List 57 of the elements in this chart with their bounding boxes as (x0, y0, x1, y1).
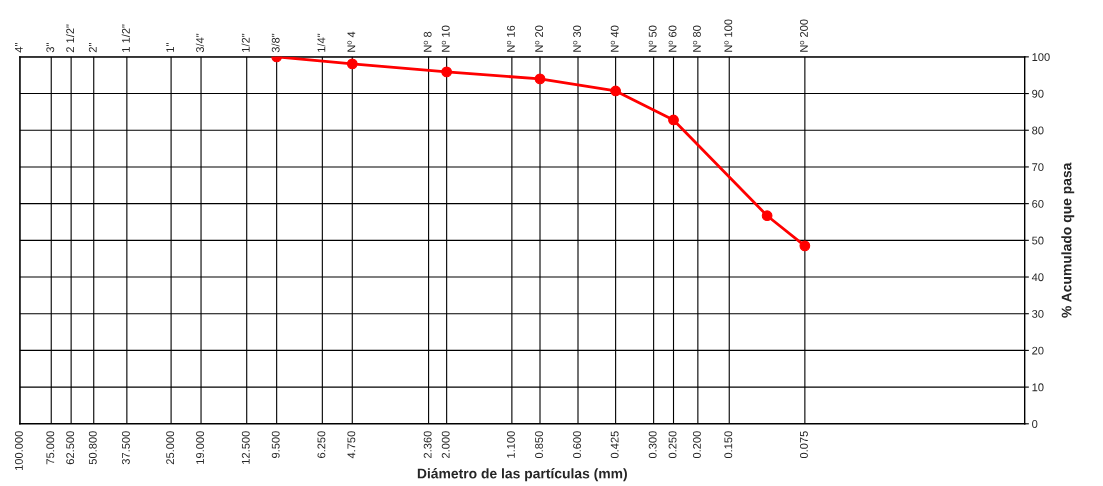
x-axis-title: Diámetro de las partículas (mm) (417, 468, 627, 482)
y-tick-label: 0 (1032, 420, 1038, 428)
text: Nº 80 (692, 25, 701, 52)
text: Nº 60 (668, 25, 677, 52)
text: Nº 40 (610, 25, 619, 52)
x-tick-label: 75.000 (46, 431, 55, 465)
text: 3" (46, 43, 55, 53)
x-tick-label: 0.850 (535, 431, 543, 459)
x-tick-label: 4.750 (347, 431, 356, 459)
x-tick-label: 1.100 (506, 431, 515, 458)
text: 1/2" (241, 33, 250, 52)
text: Nº 16 (506, 25, 515, 52)
text: Nº 20 (535, 25, 543, 52)
y-tick-label: 60 (1032, 199, 1044, 208)
text: 2" (88, 43, 97, 53)
y-tick-label: 50 (1032, 236, 1044, 245)
text: Nº 50 (648, 25, 657, 52)
y-tick-label: 30 (1032, 309, 1044, 318)
x-tick-label: 6.250 (317, 431, 326, 458)
x-tick-label: 2.360 (423, 431, 432, 458)
y-tick-label: 90 (1032, 89, 1044, 98)
y-tick-label: 80 (1032, 126, 1044, 135)
x-tick-label: 12.500 (241, 431, 250, 464)
text: Nº 100 (724, 19, 733, 52)
y-tick-label: 20 (1032, 346, 1044, 355)
x-tick-label: 50.800 (88, 431, 97, 465)
text: 1" (166, 43, 174, 52)
text: 3/8" (271, 33, 280, 53)
y-axis-title: % Acumulado que pasa (1061, 162, 1075, 318)
x-tick-label: 0.200 (692, 431, 701, 459)
text: Nº 4 (347, 31, 356, 52)
text: 1/4" (317, 33, 326, 52)
x-tick-label: 62.500 (66, 431, 75, 465)
x-tick-label: 0.300 (648, 431, 657, 459)
y-tick-label: 70 (1032, 163, 1044, 172)
x-tick-label: 19.000 (196, 431, 205, 464)
text: Nº 8 (423, 31, 432, 52)
x-tick-label: 37.500 (121, 431, 130, 465)
y-tick-label: 40 (1031, 273, 1044, 282)
text: Nº 30 (573, 25, 581, 52)
text: 4" (15, 43, 23, 53)
x-tick-label: 25.000 (166, 431, 175, 465)
y-tick-label: 100 (1032, 53, 1050, 61)
x-tick-label: 0.150 (724, 431, 733, 459)
x-tick-label: 100.000 (14, 431, 23, 471)
x-tick-label: 2.000 (441, 431, 450, 458)
text: 2 1/2" (65, 24, 75, 53)
text: 3/4" (195, 33, 205, 53)
x-tick-label: 0.075 (799, 431, 808, 459)
text: 1 1/2" (121, 24, 130, 52)
text: Nº 200 (799, 19, 808, 52)
x-tick-label: 0.250 (668, 431, 677, 459)
y-tick-label: 10 (1032, 383, 1044, 392)
x-tick-label: 0.425 (610, 431, 619, 459)
x-tick-label: 9.500 (271, 431, 280, 459)
x-tick-label: 0.600 (573, 431, 581, 459)
text: Nº 10 (441, 25, 450, 52)
